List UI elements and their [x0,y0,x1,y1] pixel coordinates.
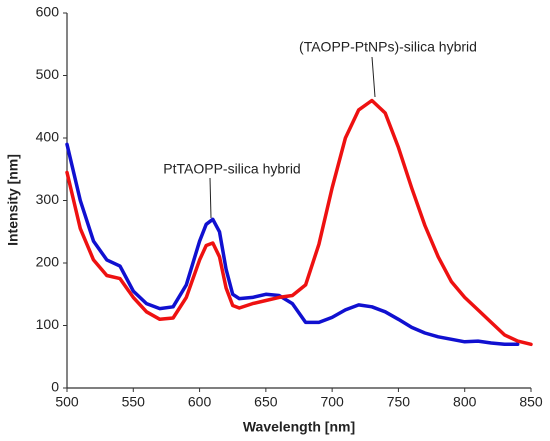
y-tick-label: 500 [36,66,60,82]
y-tick-label: 400 [36,129,60,145]
x-tick-label: 700 [320,394,344,410]
x-tick-label: 500 [55,394,79,410]
y-tick-label: 100 [36,316,60,332]
x-tick-label: 850 [519,394,543,410]
y-tick-label: 200 [36,254,60,270]
series-label: PtTAOPP-silica hybrid [163,161,300,177]
x-tick-label: 750 [387,394,411,410]
y-tick-label: 600 [36,4,60,20]
y-tick-label: 300 [36,191,60,207]
series-label: (TAOPP-PtNPs)-silica hybrid [299,39,477,55]
x-tick-label: 550 [122,394,146,410]
series-line [65,142,520,347]
x-tick-label: 650 [254,394,278,410]
x-axis-title: Wavelength [nm] [243,419,355,435]
leader-line [371,56,376,98]
leader-line [209,177,212,219]
y-tick-label: 0 [51,379,59,395]
x-tick-label: 600 [188,394,212,410]
series-line [65,98,533,347]
x-tick-label: 800 [453,394,477,410]
y-axis-title: Intensity [nm] [5,154,21,246]
